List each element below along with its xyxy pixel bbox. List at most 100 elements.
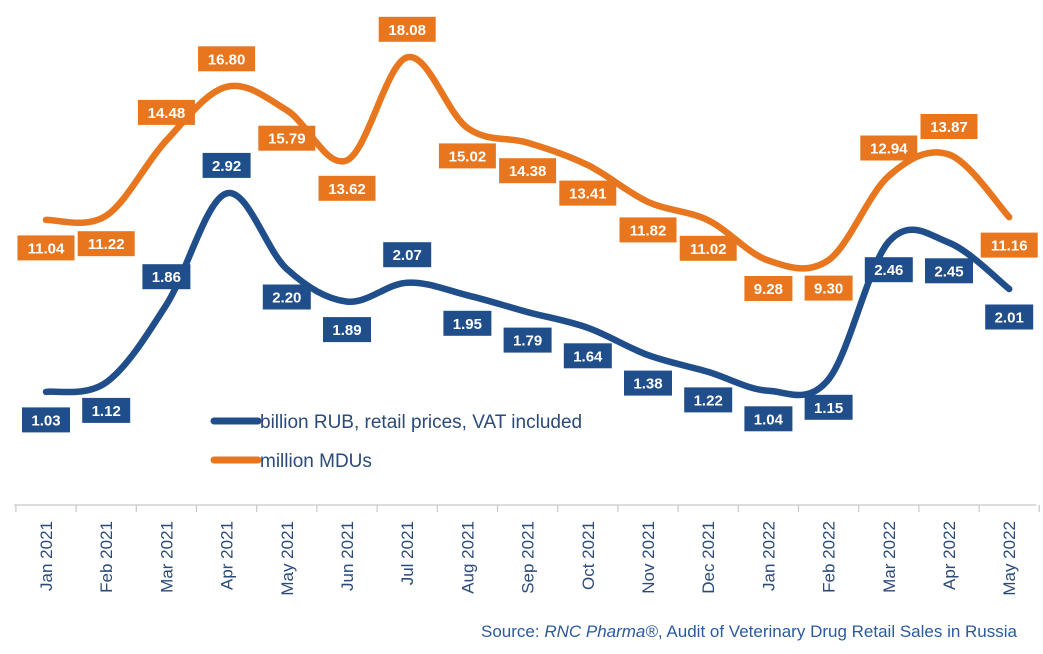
data-label-text: 11.82	[630, 222, 667, 239]
data-label-box	[438, 143, 496, 169]
data-label: 1.15	[804, 394, 853, 420]
x-tick-label: Mar 2022	[880, 521, 899, 593]
data-label: 1.03	[22, 407, 70, 433]
x-tick-label: Aug 2021	[458, 521, 477, 594]
data-label: 14.38	[499, 158, 557, 184]
data-label-box	[77, 231, 135, 257]
data-label: 9.30	[804, 275, 853, 301]
data-label-box	[262, 284, 311, 310]
data-label-box	[323, 317, 371, 343]
x-tick-label: Sep 2021	[519, 521, 538, 594]
data-label-text: 2.46	[874, 262, 903, 279]
data-label-text: 1.89	[332, 322, 361, 339]
data-label-box	[925, 258, 973, 284]
data-label-box	[864, 257, 913, 283]
data-label-text: 1.79	[513, 333, 542, 350]
data-label: 1.86	[142, 264, 191, 290]
data-label: 2.07	[383, 242, 432, 268]
data-label: 1.79	[503, 327, 552, 353]
source-note: Source: RNC Pharma®, Audit of Veterinary…	[481, 622, 1017, 642]
data-label-text: 11.16	[991, 238, 1028, 255]
data-label-text: 18.08	[388, 22, 426, 39]
x-tick-label: May 2021	[278, 521, 297, 596]
legend-label-orange: million MDUs	[260, 451, 372, 472]
data-label-text: 11.04	[28, 240, 65, 257]
data-label-box	[559, 180, 617, 206]
data-label-box	[860, 135, 918, 161]
series-line-billion-rub	[42, 190, 1013, 399]
data-label: 11.22	[77, 231, 135, 257]
data-label-text: 1.38	[633, 376, 662, 393]
legend: billion RUB, retail prices, VAT included…	[210, 412, 582, 472]
data-label-box	[17, 235, 75, 261]
data-label-box	[980, 232, 1038, 258]
data-label-text: 14.38	[509, 163, 547, 180]
data-label: 1.04	[744, 406, 793, 432]
x-tick-label: Jul 2021	[398, 521, 417, 585]
data-label: 11.02	[679, 235, 737, 261]
source-prefix: Source:	[481, 622, 545, 641]
data-label-text: 2.92	[212, 158, 241, 175]
source-brand: RNC Pharma®	[544, 622, 658, 641]
data-label: 1.38	[624, 370, 672, 396]
data-label: 11.04	[17, 235, 75, 261]
x-tick-label: Dec 2021	[699, 521, 718, 594]
data-label: 2.20	[262, 284, 311, 310]
data-label-text: 1.12	[92, 403, 121, 420]
data-label-text: 1.22	[694, 392, 723, 409]
data-label-text: 1.04	[754, 411, 784, 428]
data-label-box	[624, 370, 672, 396]
x-tick-label: Feb 2021	[97, 521, 116, 593]
data-label: 1.64	[563, 343, 612, 369]
data-label-box	[619, 217, 677, 243]
data-label: 2.46	[864, 257, 913, 283]
data-label-text: 9.30	[814, 281, 843, 298]
data-label-box	[744, 406, 793, 432]
data-label-text: 13.87	[930, 119, 968, 136]
data-label-text: 2.20	[272, 290, 301, 307]
data-label-text: 13.41	[569, 186, 607, 203]
data-label: 9.28	[744, 276, 793, 301]
data-label-text: 13.62	[328, 181, 366, 198]
data-label-text: 1.95	[453, 316, 482, 333]
x-tick-label: Apr 2022	[940, 521, 959, 590]
data-label-box	[318, 175, 376, 201]
x-tick-label: Nov 2021	[639, 521, 658, 594]
data-label: 2.45	[925, 258, 973, 284]
data-label: 13.87	[920, 114, 978, 139]
data-label-text: 12.94	[870, 141, 908, 158]
data-label: 2.01	[985, 304, 1034, 330]
x-tick-label: Apr 2021	[218, 521, 237, 590]
data-label-box	[499, 158, 557, 184]
data-labels: 1.03 1.12 1.86 2.92 2.20 1.89 2.07 1.95 1.79 1.64…	[17, 16, 1038, 433]
data-label: 18.08	[378, 16, 436, 42]
legend-label-blue: billion RUB, retail prices, VAT included	[260, 412, 582, 433]
data-label-box	[744, 276, 793, 301]
data-label-box	[443, 310, 492, 336]
data-label-box	[82, 397, 131, 423]
series-line-million-mdus	[42, 54, 1013, 272]
x-tick-label: Jan 2022	[759, 521, 778, 591]
data-label-box	[679, 235, 737, 261]
data-label-box	[137, 99, 195, 125]
series-lines	[42, 54, 1013, 399]
data-label-text: 2.07	[393, 247, 422, 264]
data-label-box	[22, 407, 70, 433]
data-label: 15.02	[438, 143, 496, 169]
data-label-text: 1.64	[573, 348, 603, 365]
data-label-box	[804, 275, 853, 301]
data-label-box	[684, 387, 733, 413]
x-tick-label: Feb 2022	[820, 521, 839, 593]
data-label-box	[920, 114, 978, 139]
data-label-box	[563, 343, 612, 369]
data-label-text: 1.15	[814, 400, 843, 417]
data-label: 13.62	[318, 175, 376, 201]
data-label: 14.48	[137, 99, 195, 125]
data-label-text: 2.45	[934, 263, 963, 280]
x-tick-label: May 2022	[1000, 521, 1019, 596]
data-label-text: 2.01	[995, 310, 1024, 327]
data-label: 1.95	[443, 310, 492, 336]
data-label-box	[503, 327, 552, 353]
data-label: 11.16	[980, 232, 1038, 258]
